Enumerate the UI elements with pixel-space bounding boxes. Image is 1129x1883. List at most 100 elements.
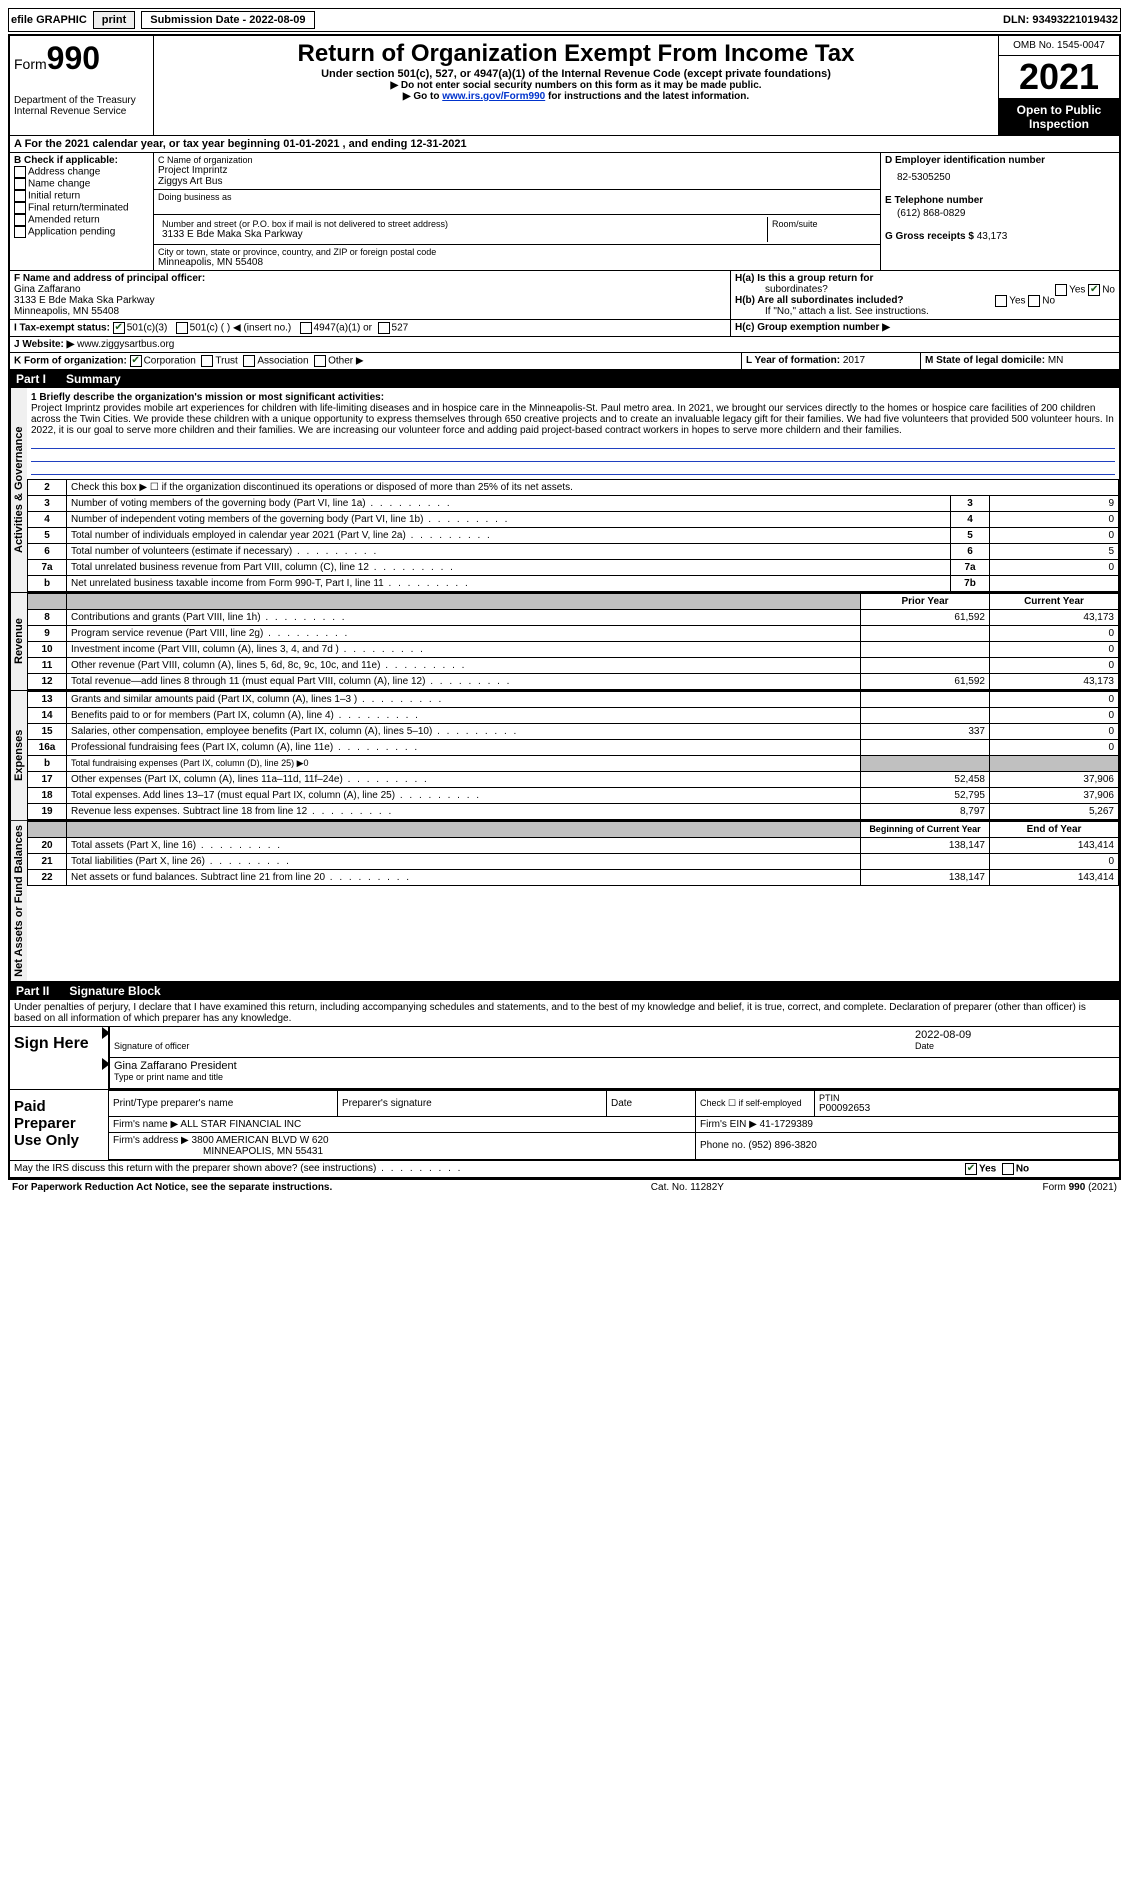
table-row: 22Net assets or fund balances. Subtract …	[28, 870, 1119, 886]
org-name-2: Ziggys Art Bus	[158, 176, 876, 187]
cb-527[interactable]	[378, 322, 390, 334]
website-value: www.ziggysartbus.org	[77, 339, 174, 350]
table-row: 17Other expenses (Part IX, column (A), l…	[28, 772, 1119, 788]
gross-receipts: G Gross receipts $ 43,173	[885, 231, 1115, 242]
checkbox-pending[interactable]	[14, 226, 26, 238]
checkbox-name[interactable]	[14, 178, 26, 190]
omb-number: OMB No. 1545-0047	[999, 36, 1119, 56]
firm-addr2: MINNEAPOLIS, MN 55431	[113, 1146, 691, 1157]
table-row: 6Total number of volunteers (estimate if…	[28, 544, 1119, 560]
phone-label: E Telephone number	[885, 195, 1115, 206]
firm-label: Firm's name ▶	[113, 1119, 178, 1130]
governance-table: 2Check this box ▶ ☐ if the organization …	[27, 479, 1119, 592]
table-header-row: Prior YearCurrent Year	[28, 594, 1119, 610]
table-row: 5Total number of individuals employed in…	[28, 528, 1119, 544]
checkbox-address[interactable]	[14, 166, 26, 178]
ein-label2: Firm's EIN ▶	[700, 1119, 757, 1130]
website-row: J Website: ▶ www.ziggysartbus.org	[10, 337, 1119, 353]
phone-value: (612) 868-0829	[897, 208, 1115, 219]
table-row: 11Other revenue (Part VIII, column (A), …	[28, 658, 1119, 674]
efile-label: efile GRAPHIC	[11, 14, 87, 26]
ein-value: 82-5305250	[897, 172, 1115, 183]
expenses-section: Expenses 13Grants and similar amounts pa…	[10, 691, 1119, 821]
dln-label: DLN: 93493221019432	[1003, 14, 1118, 26]
org-city: Minneapolis, MN 55408	[158, 257, 876, 268]
discuss-yes[interactable]	[965, 1163, 977, 1175]
preparer-block: Paid Preparer Use Only Print/Type prepar…	[10, 1089, 1119, 1160]
form-org-row: K Form of organization: Corporation Trus…	[10, 353, 1119, 370]
section-b: B Check if applicable: Address change Na…	[10, 153, 154, 270]
checkbox-amended[interactable]	[14, 214, 26, 226]
table-row: bNet unrelated business taxable income f…	[28, 576, 1119, 592]
cb-trust[interactable]	[201, 355, 213, 367]
net-assets-table: Beginning of Current YearEnd of Year20To…	[27, 821, 1119, 886]
row-a-period: A For the 2021 calendar year, or tax yea…	[10, 136, 1119, 153]
table-row: 3Number of voting members of the governi…	[28, 496, 1119, 512]
print-button[interactable]: print	[93, 11, 135, 29]
preparer-table: Print/Type preparer's name Preparer's si…	[108, 1090, 1119, 1160]
form-number: Form990	[14, 40, 149, 77]
cb-corp[interactable]	[130, 355, 142, 367]
side-governance: Activities & Governance	[10, 388, 27, 592]
hb-no[interactable]	[1028, 295, 1040, 307]
section-d: D Employer identification number 82-5305…	[880, 153, 1119, 270]
cb-other[interactable]	[314, 355, 326, 367]
efile-topbar: efile GRAPHIC print Submission Date - 20…	[8, 8, 1121, 32]
addr-label: Number and street (or P.O. box if mail i…	[162, 219, 763, 229]
mission-prompt: 1 Briefly describe the organization's mi…	[31, 392, 1115, 403]
m-value: MN	[1048, 355, 1064, 366]
h-b: H(b) Are all subordinates included? Yes …	[735, 295, 1115, 306]
note-link: ▶ Go to www.irs.gov/Form990 for instruct…	[158, 91, 994, 102]
side-net: Net Assets or Fund Balances	[10, 821, 27, 981]
table-row: 21Total liabilities (Part X, line 26)0	[28, 854, 1119, 870]
sig-date-label: Date	[915, 1041, 1115, 1051]
l-label: L Year of formation:	[746, 355, 840, 366]
sig-name: Gina Zaffarano President	[114, 1060, 1115, 1072]
hb-note: If "No," attach a list. See instructions…	[735, 306, 1115, 317]
checkbox-initial[interactable]	[14, 190, 26, 202]
prep-h2: Preparer's signature	[338, 1090, 607, 1116]
org-name-1: Project Imprintz	[158, 165, 876, 176]
table-row: 2Check this box ▶ ☐ if the organization …	[28, 480, 1119, 496]
prep-h4: Check ☐ if self-employed	[696, 1090, 815, 1116]
cb-assoc[interactable]	[243, 355, 255, 367]
governance-section: Activities & Governance 1 Briefly descri…	[10, 388, 1119, 593]
cb-501c3[interactable]	[113, 322, 125, 334]
section-b-title: B Check if applicable:	[14, 155, 149, 166]
irs-link[interactable]: www.irs.gov/Form990	[442, 91, 545, 102]
k-label: K Form of organization:	[14, 356, 127, 367]
officer-addr2: Minneapolis, MN 55408	[14, 306, 726, 317]
firm-phone-label: Phone no.	[700, 1140, 746, 1151]
info-grid: B Check if applicable: Address change Na…	[10, 153, 1119, 271]
sig-name-label: Type or print name and title	[114, 1072, 1115, 1082]
checkbox-final[interactable]	[14, 202, 26, 214]
discuss-no[interactable]	[1002, 1163, 1014, 1175]
mission-text: Project Imprintz provides mobile art exp…	[31, 403, 1115, 436]
table-row: 20Total assets (Part X, line 16)138,1471…	[28, 838, 1119, 854]
cb-4947[interactable]	[300, 322, 312, 334]
table-header-row: Beginning of Current YearEnd of Year	[28, 822, 1119, 838]
ha-yes[interactable]	[1055, 284, 1067, 296]
ha-no[interactable]	[1088, 284, 1100, 296]
hb-yes[interactable]	[995, 295, 1007, 307]
m-label: M State of legal domicile:	[925, 355, 1045, 366]
officer-label: F Name and address of principal officer:	[14, 273, 726, 284]
sig-date: 2022-08-09	[915, 1029, 1115, 1041]
table-row: 16aProfessional fundraising fees (Part I…	[28, 740, 1119, 756]
part-1-header: Part I Summary	[10, 370, 1119, 388]
form-rev: Form 990 (2021)	[1043, 1182, 1118, 1193]
section-c: C Name of organization Project Imprintz …	[154, 153, 880, 270]
city-label: City or town, state or province, country…	[158, 247, 876, 257]
page-footer: For Paperwork Reduction Act Notice, see …	[8, 1179, 1121, 1195]
table-row: 15Salaries, other compensation, employee…	[28, 724, 1119, 740]
cb-501c[interactable]	[176, 322, 188, 334]
paperwork-notice: For Paperwork Reduction Act Notice, see …	[12, 1182, 332, 1193]
officer-addr1: 3133 E Bde Maka Ska Parkway	[14, 295, 726, 306]
triangle-icon	[102, 1058, 110, 1070]
revenue-table: Prior YearCurrent Year8Contributions and…	[27, 593, 1119, 690]
part-2-header: Part II Signature Block	[10, 982, 1119, 1000]
sig-officer-label: Signature of officer	[114, 1041, 915, 1051]
firm-ein: 41-1729389	[760, 1119, 813, 1130]
table-row: 12Total revenue—add lines 8 through 11 (…	[28, 674, 1119, 690]
form-header: Form990 Department of the Treasury Inter…	[10, 36, 1119, 136]
